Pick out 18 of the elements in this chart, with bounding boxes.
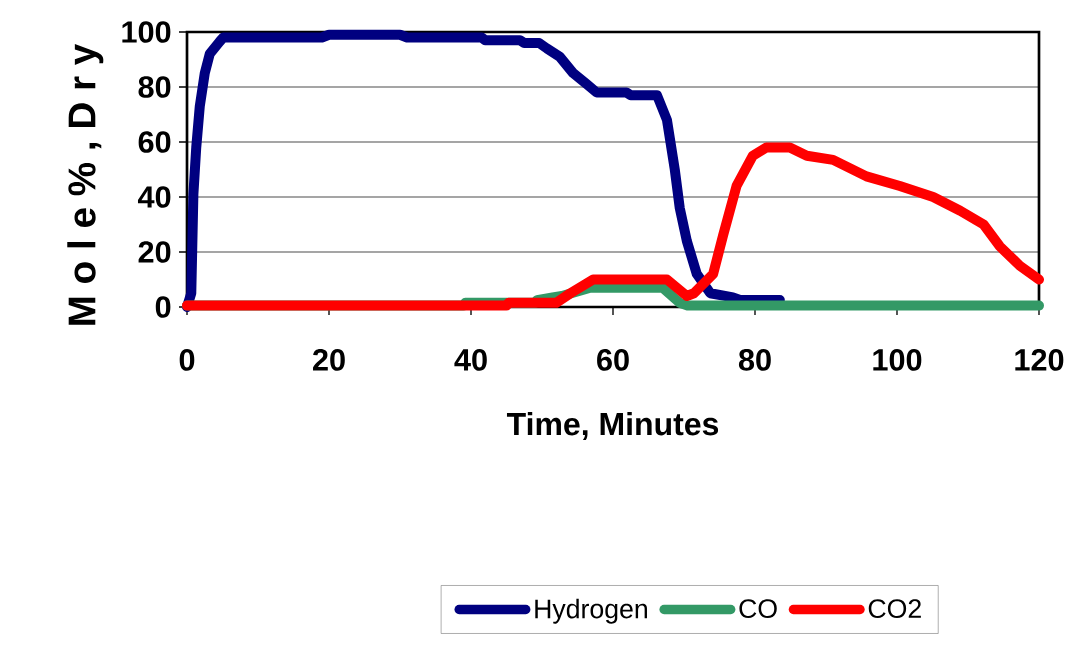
legend-label: CO2 (868, 599, 921, 619)
x-tick-label: 0 (179, 349, 195, 371)
legend-label: CO (739, 599, 777, 619)
y-tick-label: 20 (138, 241, 171, 263)
x-axis-title: Time, Minutes (506, 411, 719, 441)
x-tick-label: 20 (313, 349, 345, 371)
y-tick-label: 0 (155, 296, 171, 318)
y-tick-label: 100 (122, 21, 171, 43)
x-tick-label: 40 (454, 349, 487, 371)
y-tick-label: 40 (137, 186, 171, 208)
x-tick-label: 80 (738, 349, 771, 371)
x-tick-label: 120 (1015, 349, 1064, 371)
y-tick-label: 60 (138, 131, 171, 153)
x-tick-label: 60 (597, 349, 629, 371)
x-tick-label: 100 (873, 349, 922, 371)
y-tick-label: 80 (138, 76, 171, 98)
legend-label: Hydrogen (535, 598, 647, 624)
y-axis-title: M o l e % , D r y (67, 43, 104, 325)
